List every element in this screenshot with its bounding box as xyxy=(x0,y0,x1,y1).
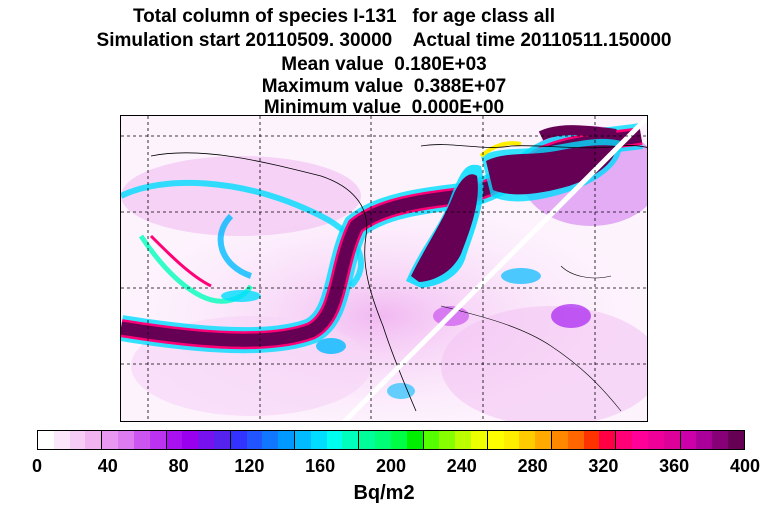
colorbar-cell xyxy=(246,431,263,449)
colorbar-tick-label: 200 xyxy=(375,456,407,476)
colorbar-cell xyxy=(663,431,681,449)
colorbar-tick-label: 120 xyxy=(234,456,265,476)
colorbar-tick-label: 320 xyxy=(588,456,619,476)
colorbar-unit-label: Bq/m2 xyxy=(353,482,415,504)
colorbar-cell xyxy=(390,431,407,449)
colorbar-tick-label: 360 xyxy=(659,456,690,476)
colorbar-cell xyxy=(487,431,504,449)
colorbar-cell xyxy=(198,431,214,449)
colorbar-tick-label: 280 xyxy=(517,456,548,476)
colorbar-cell xyxy=(102,431,119,449)
colorbar-cell xyxy=(616,431,633,449)
colorbar-tick-label: 240 xyxy=(446,456,477,476)
title-species: Total column of species I-131 for age cl… xyxy=(132,6,556,27)
colorbar-cell xyxy=(423,431,440,449)
title-mean-value: Mean value 0.180E+03 xyxy=(281,54,487,75)
colorbar-cell xyxy=(552,431,568,449)
colorbar-tick-label: 160 xyxy=(305,456,336,476)
colorbar-cell xyxy=(310,431,327,449)
colorbar-cell xyxy=(535,431,552,449)
colorbar-cell xyxy=(503,431,520,449)
title-max-value: Maximum value 0.388E+07 xyxy=(261,76,507,97)
colorbar-cell xyxy=(230,431,247,449)
colorbar-cell xyxy=(69,431,86,449)
colorbar-cell xyxy=(599,431,617,449)
colorbar-cell xyxy=(439,431,456,449)
colorbar-cell xyxy=(262,431,279,449)
colorbar-cell xyxy=(342,431,360,449)
colorbar-cell xyxy=(680,431,697,449)
colorbar xyxy=(37,430,745,450)
colorbar-cell xyxy=(295,431,311,449)
colorbar-cell xyxy=(53,431,70,449)
concentration-map xyxy=(120,115,648,422)
colorbar-cell xyxy=(166,431,183,449)
colorbar-cell xyxy=(696,431,713,449)
title-min-value: Minimum value 0.000E+00 xyxy=(263,97,505,118)
colorbar-tick-label: 40 xyxy=(97,456,118,476)
colorbar-cell xyxy=(455,431,471,449)
colorbar-tick-label: 0 xyxy=(31,456,43,476)
colorbar-cell xyxy=(149,431,167,449)
colorbar-cell xyxy=(182,431,199,449)
colorbar-cell xyxy=(470,431,488,449)
colorbar-cell xyxy=(632,431,648,449)
colorbar-cell xyxy=(38,431,54,449)
title-simulation-time: Simulation start 20110509. 30000 Actual … xyxy=(96,30,672,51)
colorbar-cell xyxy=(406,431,424,449)
colorbar-cell xyxy=(712,431,728,449)
colorbar-cell xyxy=(567,431,584,449)
colorbar-cell xyxy=(583,431,600,449)
colorbar-cell xyxy=(118,431,134,449)
colorbar-cell xyxy=(85,431,103,449)
colorbar-cell xyxy=(359,431,376,449)
colorbar-cell xyxy=(519,431,536,449)
colorbar-cell xyxy=(727,431,744,449)
map-graphic xyxy=(121,116,647,421)
colorbar-tick-label: 80 xyxy=(168,456,189,476)
colorbar-cell xyxy=(375,431,391,449)
colorbar-cell xyxy=(133,431,150,449)
colorbar-cell xyxy=(278,431,295,449)
colorbar-cell xyxy=(213,431,231,449)
colorbar-cell xyxy=(647,431,664,449)
colorbar-tick-label: 400 xyxy=(729,456,761,476)
colorbar-cell xyxy=(326,431,343,449)
